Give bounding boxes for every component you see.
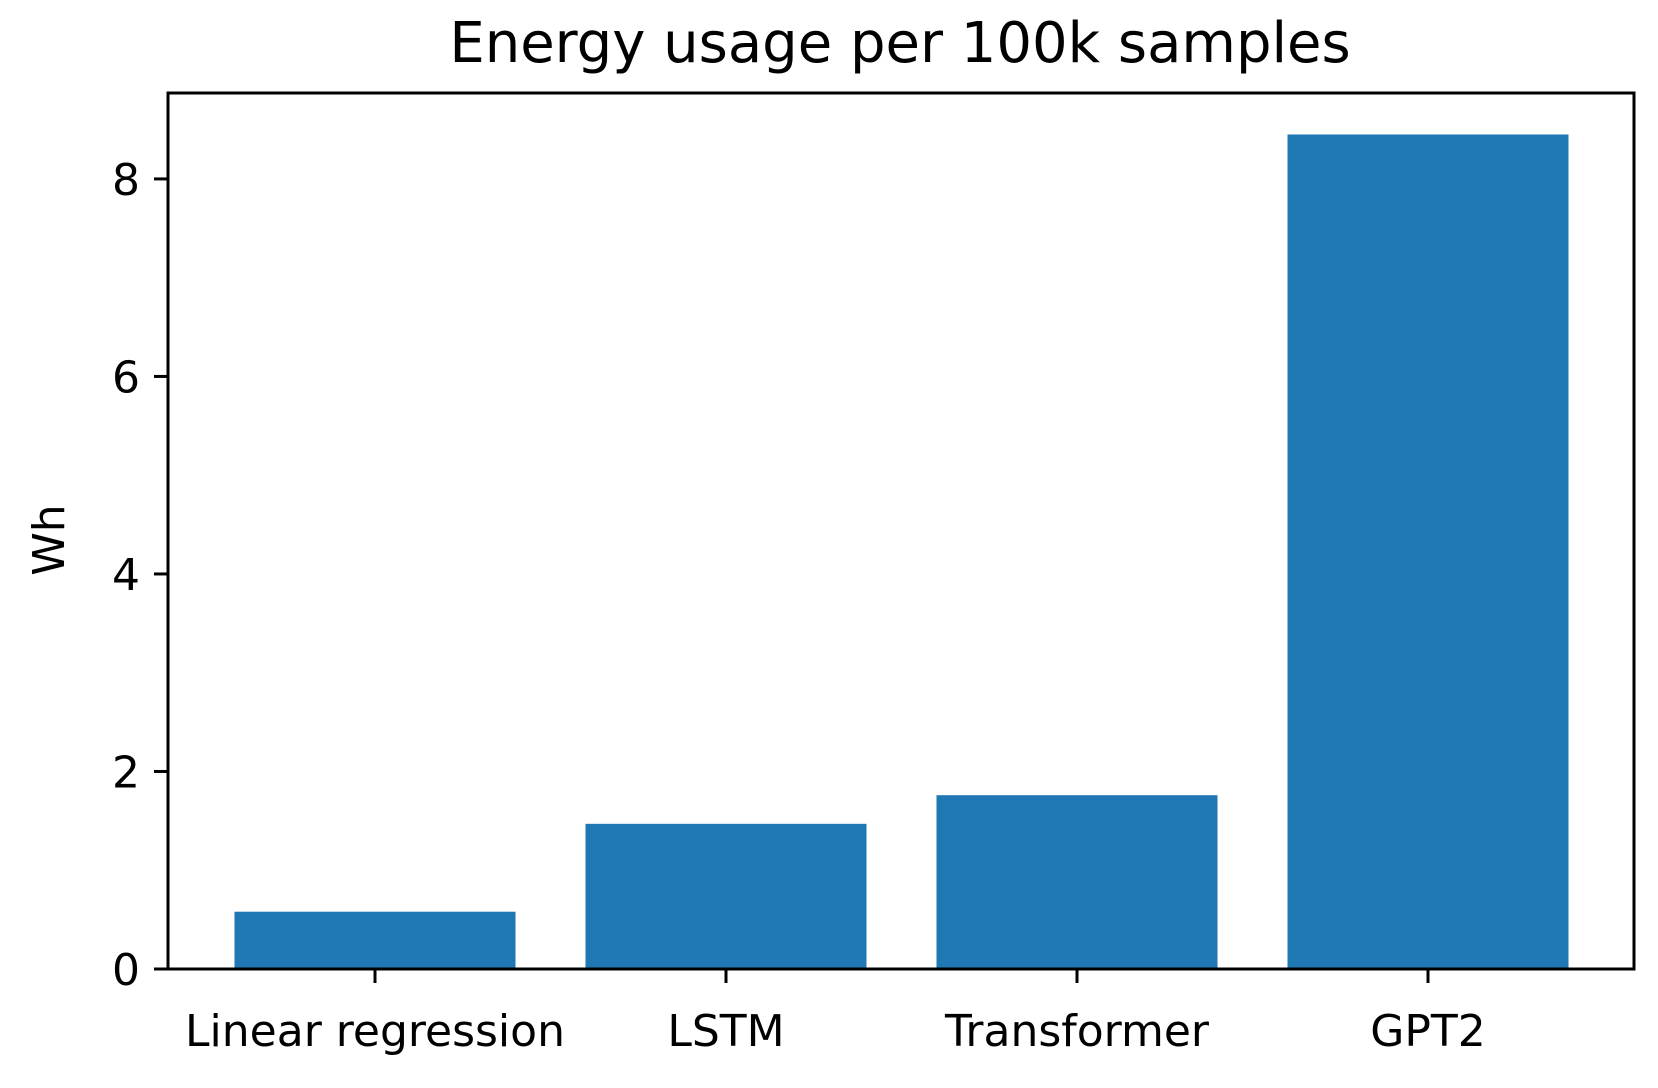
x-tick-label: Transformer <box>944 1006 1210 1057</box>
y-tick-label: 2 <box>112 747 140 798</box>
y-tick-label: 8 <box>112 155 140 206</box>
chart-title: Energy usage per 100k samples <box>449 11 1350 76</box>
bar-gpt2 <box>1287 134 1569 970</box>
y-tick-label: 6 <box>112 352 140 403</box>
bar-transformer <box>936 795 1218 969</box>
y-axis-ticks: 0 2 4 6 8 <box>112 155 168 996</box>
x-axis-ticks: Linear regression LSTM Transformer GPT2 <box>185 969 1486 1057</box>
bar-lstm <box>585 823 867 969</box>
y-axis-label: Wh <box>24 504 75 575</box>
y-tick-label: 4 <box>112 550 140 601</box>
bars-group <box>234 134 1569 970</box>
x-tick-label: GPT2 <box>1370 1006 1486 1057</box>
plot-frame <box>166 91 1636 971</box>
x-tick-label: LSTM <box>667 1006 784 1057</box>
y-tick-label: 0 <box>112 945 140 996</box>
x-tick-label: Linear regression <box>185 1006 565 1057</box>
bar-linear-regression <box>234 911 516 969</box>
